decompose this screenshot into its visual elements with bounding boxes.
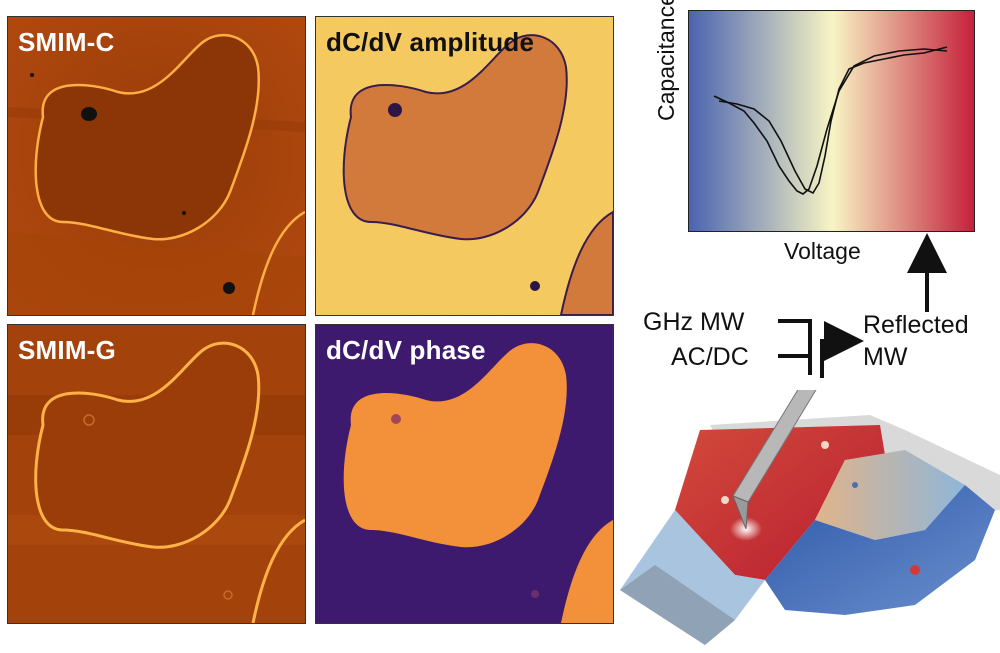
reflected-mw-label: MW [863, 343, 908, 371]
probe-tip [732, 495, 749, 530]
defect-spot [391, 414, 401, 424]
defect-spot [531, 590, 539, 598]
microscope-tip-scene [615, 369, 1000, 648]
cv-curve-sweep-down [718, 46, 948, 195]
domain-wall-loop [34, 341, 261, 549]
smim-g-image [8, 325, 305, 623]
dcdv-amplitude-image [316, 17, 613, 315]
domain-region-edge [561, 520, 613, 623]
surface-topography-3d [620, 369, 1000, 645]
panel-label-dcdv-phase: dC/dV phase [326, 335, 486, 365]
panel-label-smim-c: SMIM-C [18, 27, 115, 57]
cv-curve-sweep-up [713, 48, 948, 195]
reflected-mw-arrow [820, 321, 864, 378]
panel-label-dcdv-amplitude: dC/dV amplitude [326, 27, 535, 57]
dcdv-phase-image [316, 325, 613, 623]
domain-region [343, 343, 567, 548]
reflected-label: Reflected [863, 311, 969, 339]
cv-plot-graphic [689, 11, 974, 231]
defect-spot [223, 282, 235, 294]
defect-spot [388, 103, 402, 117]
cv-y-axis-label: Capacitance [653, 0, 679, 121]
tan-domain-surface [815, 450, 965, 540]
smim-g-panel: SMIM-G [7, 324, 306, 624]
dcdv-amplitude-panel: dC/dV amplitude [315, 16, 614, 316]
ac-dc-input-label: AC/DC [671, 343, 749, 371]
ghz-mw-input-label: GHz MW [643, 308, 745, 336]
ghz-mw-wire [778, 319, 812, 375]
smim-c-image [8, 17, 305, 315]
defect-spot [81, 107, 97, 121]
cv-plot-background [689, 11, 974, 231]
dcdv-phase-panel: dC/dV phase [315, 324, 614, 624]
red-domain-surface [675, 425, 885, 580]
smim-c-panel: SMIM-C [7, 16, 306, 316]
capacitance-voltage-plot [688, 10, 975, 232]
domain-wall-edge [251, 518, 305, 623]
cv-x-axis-label: Voltage [784, 238, 861, 264]
blue-domain-surface [765, 485, 995, 615]
domain-wall-loop [34, 33, 260, 241]
panel-label-smim-g: SMIM-G [18, 335, 116, 365]
domain-region [342, 34, 568, 241]
defect-spot [530, 281, 540, 291]
domain-wall-edge [251, 210, 305, 315]
domain-region-edge [559, 210, 613, 315]
